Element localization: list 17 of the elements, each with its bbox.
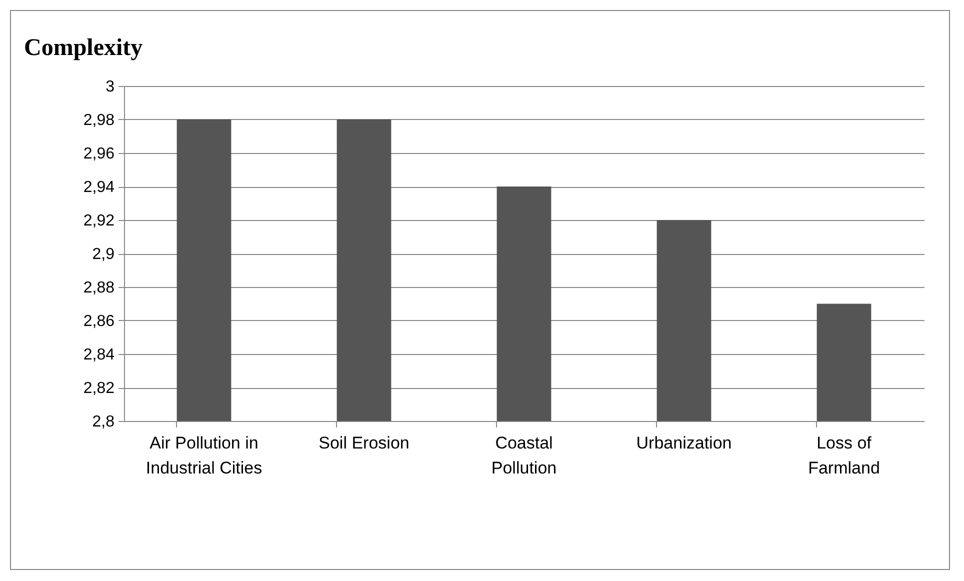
y-tick-label: 2,94 bbox=[83, 179, 115, 196]
x-tick-label: Soil Erosion bbox=[318, 434, 410, 452]
chart-title: Complexity bbox=[24, 35, 143, 61]
y-tick-label: 3 bbox=[106, 78, 115, 96]
y-tick-label: 2,98 bbox=[83, 112, 115, 129]
x-tick-label: Loss of Farmland bbox=[808, 434, 880, 478]
y-tick-label: 2,96 bbox=[83, 146, 115, 162]
y-tick-label: 2,86 bbox=[83, 313, 115, 330]
y-tick-label: 2,84 bbox=[83, 346, 115, 364]
y-tick-label: 2,9 bbox=[92, 246, 115, 263]
x-tick-label: Air Pollution in Industrial Cities bbox=[146, 434, 262, 478]
y-tick-label: 2,82 bbox=[83, 380, 115, 397]
y-tick-label: 2,92 bbox=[83, 212, 115, 230]
x-tick-label: Coastal Pollution bbox=[491, 434, 557, 478]
x-tick-label: Urbanization bbox=[636, 434, 732, 452]
y-tick-label: 2,8 bbox=[92, 414, 115, 430]
y-tick-label: 2,88 bbox=[83, 280, 115, 296]
